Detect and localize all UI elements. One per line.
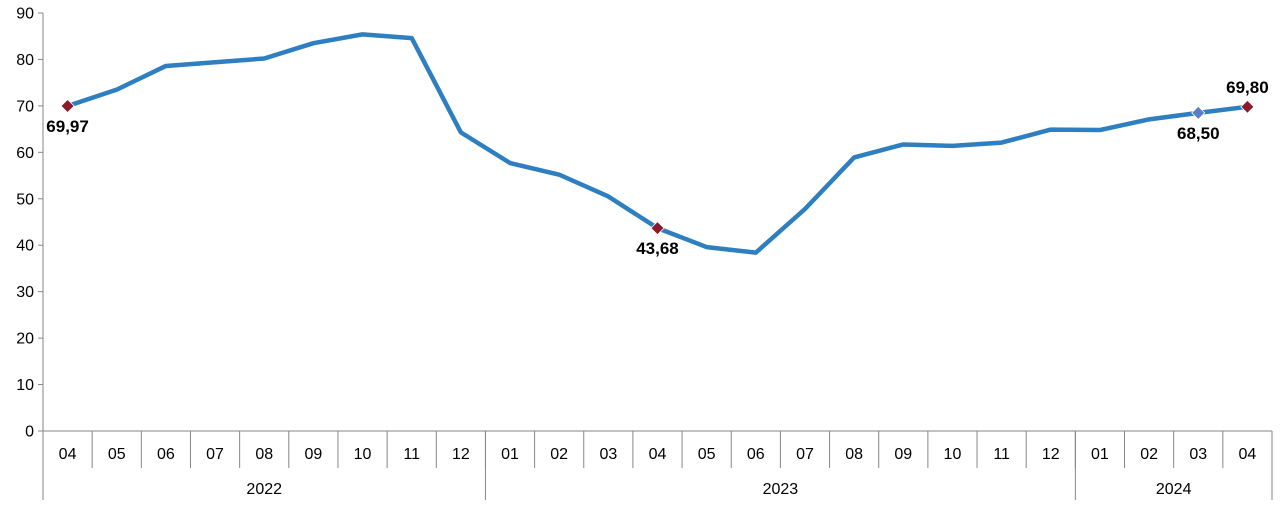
series-line bbox=[65, 32, 1250, 255]
x-tick-label: 05 bbox=[698, 446, 716, 463]
x-tick-label: 01 bbox=[1091, 446, 1109, 463]
data-point-marker bbox=[1240, 99, 1255, 114]
series-layer bbox=[65, 32, 1250, 255]
x-tick-label: 10 bbox=[944, 446, 962, 463]
y-tick-label: 70 bbox=[16, 98, 34, 115]
y-axis-ticks: 0 10 20 30 40 50 60 70 80 90 bbox=[16, 6, 43, 441]
x-tick-label: 08 bbox=[255, 446, 273, 463]
x-tick-label: 06 bbox=[747, 446, 765, 463]
x-tick-label: 09 bbox=[304, 446, 322, 463]
x-tick-label: 02 bbox=[550, 446, 568, 463]
data-point-marker bbox=[60, 98, 75, 114]
x-tick-label: 09 bbox=[894, 446, 912, 463]
x-tick-label: 04 bbox=[649, 446, 667, 463]
y-tick-label: 80 bbox=[16, 52, 34, 69]
y-tick-label: 30 bbox=[16, 284, 34, 301]
y-tick-label: 40 bbox=[16, 238, 34, 255]
data-label: 43,68 bbox=[636, 239, 679, 258]
x-axis-year-groups: 2022 2023 2024 bbox=[42, 431, 1273, 500]
x-tick-label: 01 bbox=[501, 446, 519, 463]
marker-layer: 69,97 43,68 68,50 69,80 bbox=[46, 78, 1268, 258]
x-tick-label: 07 bbox=[796, 446, 814, 463]
x-tick-label: 10 bbox=[354, 446, 372, 463]
data-label: 69,80 bbox=[1226, 78, 1269, 97]
y-tick-label: 90 bbox=[16, 6, 34, 23]
y-tick-label: 60 bbox=[16, 145, 34, 162]
year-label: 2024 bbox=[1156, 481, 1192, 498]
x-tick-label: 03 bbox=[1189, 446, 1207, 463]
data-label: 69,97 bbox=[46, 117, 89, 136]
y-tick-label: 20 bbox=[16, 331, 34, 348]
y-tick-label: 0 bbox=[25, 424, 34, 441]
data-point-marker bbox=[1191, 105, 1206, 120]
x-tick-label: 11 bbox=[993, 446, 1010, 463]
x-tick-label: 03 bbox=[599, 446, 617, 463]
data-label: 68,50 bbox=[1177, 124, 1220, 143]
x-tick-label: 08 bbox=[845, 446, 863, 463]
x-tick-label: 04 bbox=[1239, 446, 1257, 463]
x-tick-label: 04 bbox=[59, 446, 77, 463]
x-axis-ticks: 04 05 06 07 08 09 10 11 12 01 02 03 04 05 06 07 08 09 10 11… bbox=[42, 431, 1273, 468]
x-tick-label: 11 bbox=[403, 446, 420, 463]
x-tick-label: 02 bbox=[1140, 446, 1158, 463]
x-tick-label: 07 bbox=[206, 446, 224, 463]
x-tick-label: 06 bbox=[157, 446, 175, 463]
year-label: 2023 bbox=[763, 481, 799, 498]
chart-axes bbox=[42, 13, 1272, 432]
data-point-marker bbox=[650, 221, 665, 236]
y-tick-label: 10 bbox=[16, 377, 34, 394]
year-label: 2022 bbox=[246, 481, 282, 498]
x-tick-label: 05 bbox=[108, 446, 126, 463]
y-tick-label: 50 bbox=[16, 191, 34, 208]
x-tick-label: 12 bbox=[1042, 446, 1060, 463]
x-tick-label: 12 bbox=[452, 446, 470, 463]
